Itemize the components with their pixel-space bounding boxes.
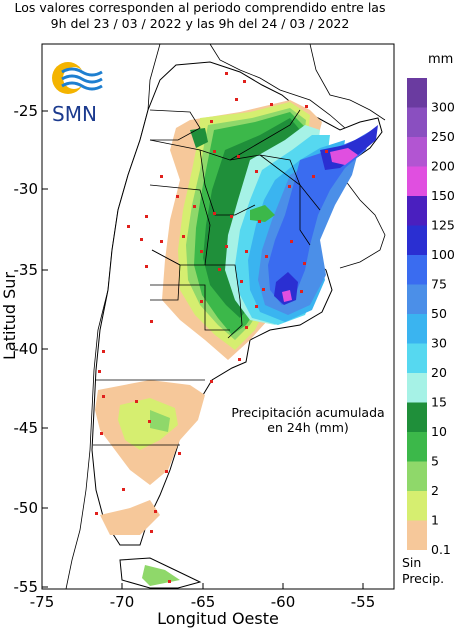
accumulated-note: Precipitación acumulada en 24h (mm) [222, 405, 394, 435]
smn-logo: SMN [52, 62, 103, 126]
x-axis-title: Longitud Oeste [157, 609, 279, 628]
x-tick-label: -75 [30, 593, 55, 611]
legend-swatch [407, 432, 427, 462]
legend-label: 20 [431, 365, 447, 380]
no-precip-line-2: Precip. [402, 571, 445, 586]
note-line-1: Precipitación acumulada [231, 405, 385, 420]
legend-label: 50 [431, 306, 447, 321]
y-tick-label: -55 [14, 578, 39, 596]
y-axis-title: Latitud Sur [0, 272, 19, 360]
note-line-2: en 24h (mm) [267, 420, 349, 435]
legend-label: 150 [431, 188, 455, 203]
legend-label: 1 [431, 513, 439, 528]
legend-swatch [407, 78, 427, 108]
no-precip-line-1: Sin [402, 555, 422, 570]
x-tick-label: -70 [110, 593, 135, 611]
y-tick-label: -50 [14, 499, 39, 517]
legend-label: 30 [431, 336, 447, 351]
x-tick-label: -55 [351, 593, 376, 611]
legend-swatch [407, 255, 427, 285]
y-tick-label: -30 [14, 180, 39, 198]
map-header: Los valores corresponden al periodo comp… [0, 0, 400, 32]
y-tick-label: -45 [14, 419, 39, 437]
legend-label: 125 [431, 218, 455, 233]
legend-label: 15 [431, 395, 447, 410]
y-axis: -25 -30 -35 -40 -45 -50 -55 Latitud Sur [0, 102, 48, 596]
legend-label: 200 [431, 159, 455, 174]
legend-swatch [407, 225, 427, 255]
legend-swatch [407, 137, 427, 167]
legend-swatch [407, 166, 427, 196]
legend-label: 10 [431, 424, 447, 439]
legend-swatch [407, 373, 427, 403]
legend-unit: mm [428, 52, 454, 67]
legend-label: 5 [431, 454, 439, 469]
legend-swatch [407, 107, 427, 137]
legend-swatch [407, 520, 427, 550]
legend-label: 75 [431, 277, 447, 292]
legend-label: 300 [431, 100, 455, 115]
y-tick-label: -25 [14, 102, 39, 120]
station-markers [95, 72, 328, 583]
legend-label: 100 [431, 247, 455, 262]
legend-swatch [407, 402, 427, 432]
legend-swatch [407, 284, 427, 314]
smn-wave-icon [61, 67, 103, 77]
legend-label: 250 [431, 129, 455, 144]
legend-label: 2 [431, 483, 439, 498]
legend-no-precip: Sin Precip. [402, 555, 444, 587]
header-line-1: Los valores corresponden al periodo comp… [14, 0, 386, 15]
legend-swatch [407, 491, 427, 521]
y-tick-label: -40 [14, 340, 39, 358]
legend-swatch [407, 343, 427, 373]
x-tick-label: -60 [271, 593, 296, 611]
legend-swatch [407, 461, 427, 491]
x-tick-label: -65 [191, 593, 216, 611]
header-line-2: 9h del 23 / 03 / 2022 y las 9h del 24 / … [50, 16, 350, 31]
legend-label: 0.1 [431, 542, 451, 557]
smn-logo-text: SMN [52, 102, 97, 126]
x-axis: -75 -70 -65 -60 -55 Longitud Oeste [30, 583, 376, 628]
y-tick-label: -35 [14, 261, 39, 279]
legend-swatch [407, 314, 427, 344]
legend-swatch [407, 196, 427, 226]
legend: 300 250 200 150 125 100 75 50 30 20 15 10 5 2 1 0.1 [407, 78, 455, 557]
